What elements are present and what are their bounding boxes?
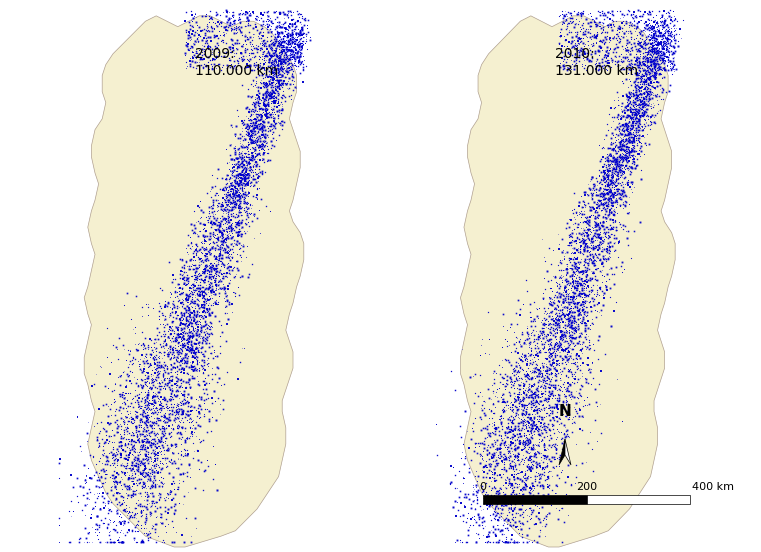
- Text: 2009:
110.000 km: 2009: 110.000 km: [195, 47, 278, 78]
- Text: 200: 200: [576, 482, 597, 492]
- Polygon shape: [565, 439, 571, 465]
- Text: N: N: [559, 404, 572, 419]
- Polygon shape: [84, 16, 304, 547]
- Bar: [587, 495, 690, 504]
- Text: 2010:
131.000 km: 2010: 131.000 km: [555, 47, 638, 78]
- Bar: [483, 495, 587, 504]
- Polygon shape: [460, 16, 675, 547]
- Text: 0: 0: [479, 482, 486, 492]
- Polygon shape: [559, 439, 565, 465]
- Text: 400 km: 400 km: [692, 482, 734, 492]
